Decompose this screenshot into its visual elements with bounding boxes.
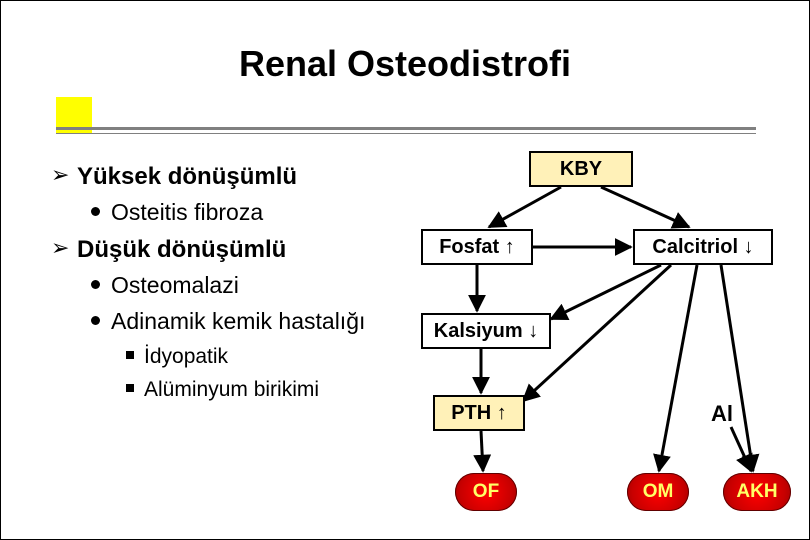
node-om: OM	[627, 473, 689, 511]
bullet-icon	[91, 307, 111, 332]
node-label: OF	[473, 481, 499, 503]
node-pth: PTH ↑	[433, 395, 525, 431]
page-title: Renal Osteodistrofi	[1, 43, 809, 85]
divider-thick	[56, 127, 756, 130]
node-of: OF	[455, 473, 517, 511]
list-item: Osteomalazi	[51, 271, 391, 301]
bullet-icon	[91, 271, 111, 296]
bullet-icon	[91, 198, 111, 223]
node-label: AKH	[736, 481, 777, 503]
list-item-text: İdyopatik	[144, 343, 228, 370]
list-item-text: Yüksek dönüşümlü	[77, 161, 297, 192]
node-label: OM	[643, 481, 674, 503]
node-akh: AKH	[723, 473, 791, 511]
node-label: KBY	[560, 158, 602, 181]
list-item-text: Düşük dönüşümlü	[77, 234, 286, 265]
node-calcitriol: Calcitriol ↓	[633, 229, 773, 265]
list-item-text: Alüminyum birikimi	[144, 376, 319, 403]
divider-thin	[56, 133, 756, 134]
chevron-icon: ➢	[51, 234, 77, 263]
list-item: ➢ Yüksek dönüşümlü	[51, 161, 391, 192]
list-item: Adinamik kemik hastalığı	[51, 307, 391, 337]
title-area: Renal Osteodistrofi	[1, 43, 809, 85]
list-item: Osteitis fibroza	[51, 198, 391, 228]
node-kby: KBY	[529, 151, 633, 187]
list-item: Alüminyum birikimi	[51, 376, 391, 403]
node-kalsiyum: Kalsiyum ↓	[421, 313, 551, 349]
list-item-text: Osteomalazi	[111, 271, 239, 301]
node-label: PTH ↑	[451, 402, 507, 425]
node-al: Al	[711, 401, 733, 427]
node-label: Calcitriol ↓	[652, 236, 753, 259]
square-icon	[126, 376, 144, 399]
list-item: İdyopatik	[51, 343, 391, 370]
list-item: ➢ Düşük dönüşümlü	[51, 234, 391, 265]
list-item-text: Adinamik kemik hastalığı	[111, 307, 365, 337]
square-icon	[126, 343, 144, 366]
list-item-text: Osteitis fibroza	[111, 198, 263, 228]
node-label: Kalsiyum ↓	[434, 320, 538, 343]
flowchart: KBY Fosfat ↑ Calcitriol ↓ Kalsiyum ↓ PTH…	[401, 151, 801, 521]
bullet-list: ➢ Yüksek dönüşümlü Osteitis fibroza ➢ Dü…	[51, 161, 391, 410]
node-label: Fosfat ↑	[439, 236, 515, 259]
chevron-icon: ➢	[51, 161, 77, 190]
node-fosfat: Fosfat ↑	[421, 229, 533, 265]
